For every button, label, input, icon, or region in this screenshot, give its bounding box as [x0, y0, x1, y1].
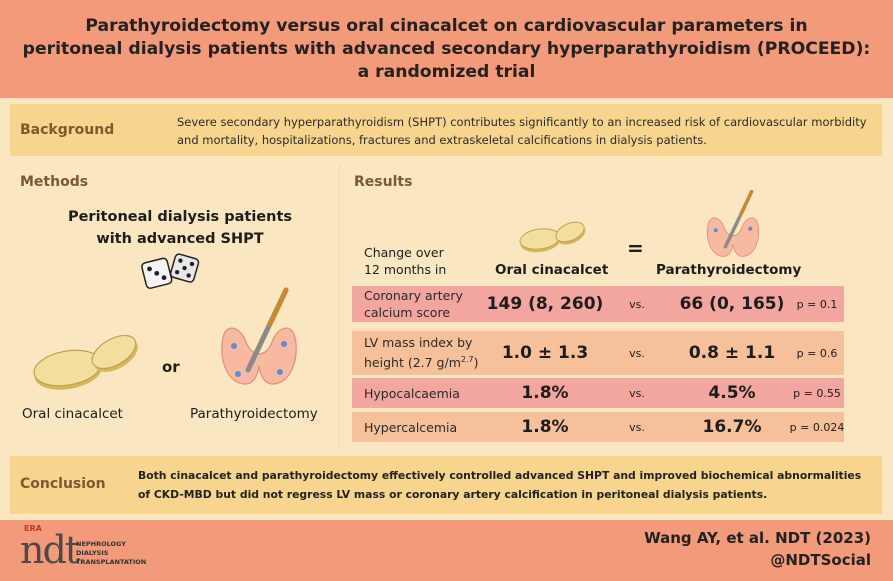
- logo-era: ERA: [24, 524, 42, 533]
- change-label: Change over 12 months in: [364, 244, 446, 278]
- background-text: Severe secondary hyperparathyroidism (SH…: [177, 115, 867, 147]
- change-label-line2: 12 months in: [364, 262, 447, 277]
- vs-label: vs.: [629, 297, 645, 311]
- equals-sign: =: [627, 236, 644, 260]
- row-label: LV mass index by height (2.7 g/m2.7): [364, 331, 479, 375]
- table-row: Hypocalcaemia 1.8% vs. 4.5% p = 0.55: [352, 378, 844, 408]
- row-label-line2: height (2.7 g/m: [364, 355, 461, 371]
- row-label: Hypercalcemia: [364, 419, 458, 435]
- cinacalcet-pills-small-icon: [519, 221, 586, 253]
- title-banner: Parathyroidectomy versus oral cinacalcet…: [0, 0, 893, 98]
- cinacalcet-value: 1.8%: [521, 417, 569, 437]
- dice-icon: [141, 253, 200, 289]
- parathyroid-scalpel-small-icon: [706, 189, 760, 257]
- background-label: Background: [20, 122, 115, 138]
- background-band: [10, 104, 882, 156]
- row-label-close: ): [473, 355, 479, 371]
- logo-line2: DIALYSIS: [76, 549, 109, 557]
- logo-ndt: ndt: [20, 528, 80, 572]
- change-label-line1: Change over: [364, 245, 444, 260]
- p-value: p = 0.1: [796, 297, 838, 311]
- footer-band: [0, 520, 893, 581]
- conclusion-label: Conclusion: [20, 476, 106, 492]
- citation: Wang AY, et al. NDT (2023) @NDTSocial: [644, 527, 871, 571]
- logo-text: NEPHROLOGY DIALYSIS TRANSPLANTATION: [76, 540, 146, 567]
- p-value: p = 0.6: [796, 346, 838, 360]
- col-header-parathyroidectomy: Parathyroidectomy: [656, 262, 802, 278]
- or-label: or: [162, 358, 180, 376]
- table-row: LV mass index by height (2.7 g/m2.7) 1.0 …: [352, 331, 844, 375]
- parathyroidectomy-value: 66 (0, 165): [679, 294, 785, 314]
- citation-text: Wang AY, et al. NDT (2023): [644, 529, 871, 547]
- cinacalcet-pills-icon: [33, 334, 138, 390]
- row-label-line1: Coronary artery: [364, 288, 463, 303]
- vs-label: vs.: [629, 386, 645, 400]
- logo-line3: TRANSPLANTATION: [76, 558, 147, 566]
- arm-parathyroidectomy-label: Parathyroidectomy: [190, 406, 318, 422]
- parathyroidectomy-value: 4.5%: [708, 383, 756, 403]
- vs-label: vs.: [629, 346, 645, 360]
- table-row: Hypercalcemia 1.8% vs. 16.7% p = 0.024: [352, 412, 844, 442]
- arm-cinacalcet-label: Oral cinacalcet: [22, 406, 123, 422]
- row-label: Coronary artery calcium score: [364, 286, 463, 322]
- p-value: p = 0.55: [793, 386, 841, 400]
- social-handle[interactable]: @NDTSocial: [770, 551, 871, 569]
- table-row: Coronary artery calcium score 149 (8, 260…: [352, 286, 844, 322]
- page-title: Parathyroidectomy versus oral cinacalcet…: [22, 15, 871, 82]
- logo-line1: NEPHROLOGY: [76, 540, 126, 548]
- parathyroid-scalpel-icon: [221, 287, 297, 385]
- vs-label: vs.: [629, 420, 645, 434]
- cinacalcet-value: 1.0 ± 1.3: [501, 343, 589, 363]
- conclusion-text: Both cinacalcet and parathyroidectomy ef…: [138, 469, 862, 501]
- row-label-line2: calcium score: [364, 305, 451, 320]
- methods-label: Methods: [20, 174, 89, 190]
- parathyroidectomy-value: 0.8 ± 1.1: [688, 343, 776, 363]
- cinacalcet-value: 1.8%: [521, 383, 569, 403]
- methods-title: Peritoneal dialysis patients with advanc…: [67, 209, 293, 247]
- methods-panel: [10, 164, 340, 450]
- ndt-logo: ERA ndt NEPHROLOGY DIALYSIS TRANSPLANTAT…: [20, 522, 170, 576]
- row-label: Hypocalcaemia: [364, 385, 460, 401]
- row-label-line1: LV mass index by: [364, 335, 473, 351]
- conclusion-band: [10, 456, 882, 514]
- p-value: p = 0.024: [789, 420, 845, 434]
- row-label-superscript: 2.7: [460, 355, 474, 365]
- results-label: Results: [354, 174, 413, 190]
- cinacalcet-value: 149 (8, 260): [486, 294, 604, 314]
- parathyroidectomy-value: 16.7%: [702, 417, 762, 437]
- col-header-cinacalcet: Oral cinacalcet: [495, 262, 609, 278]
